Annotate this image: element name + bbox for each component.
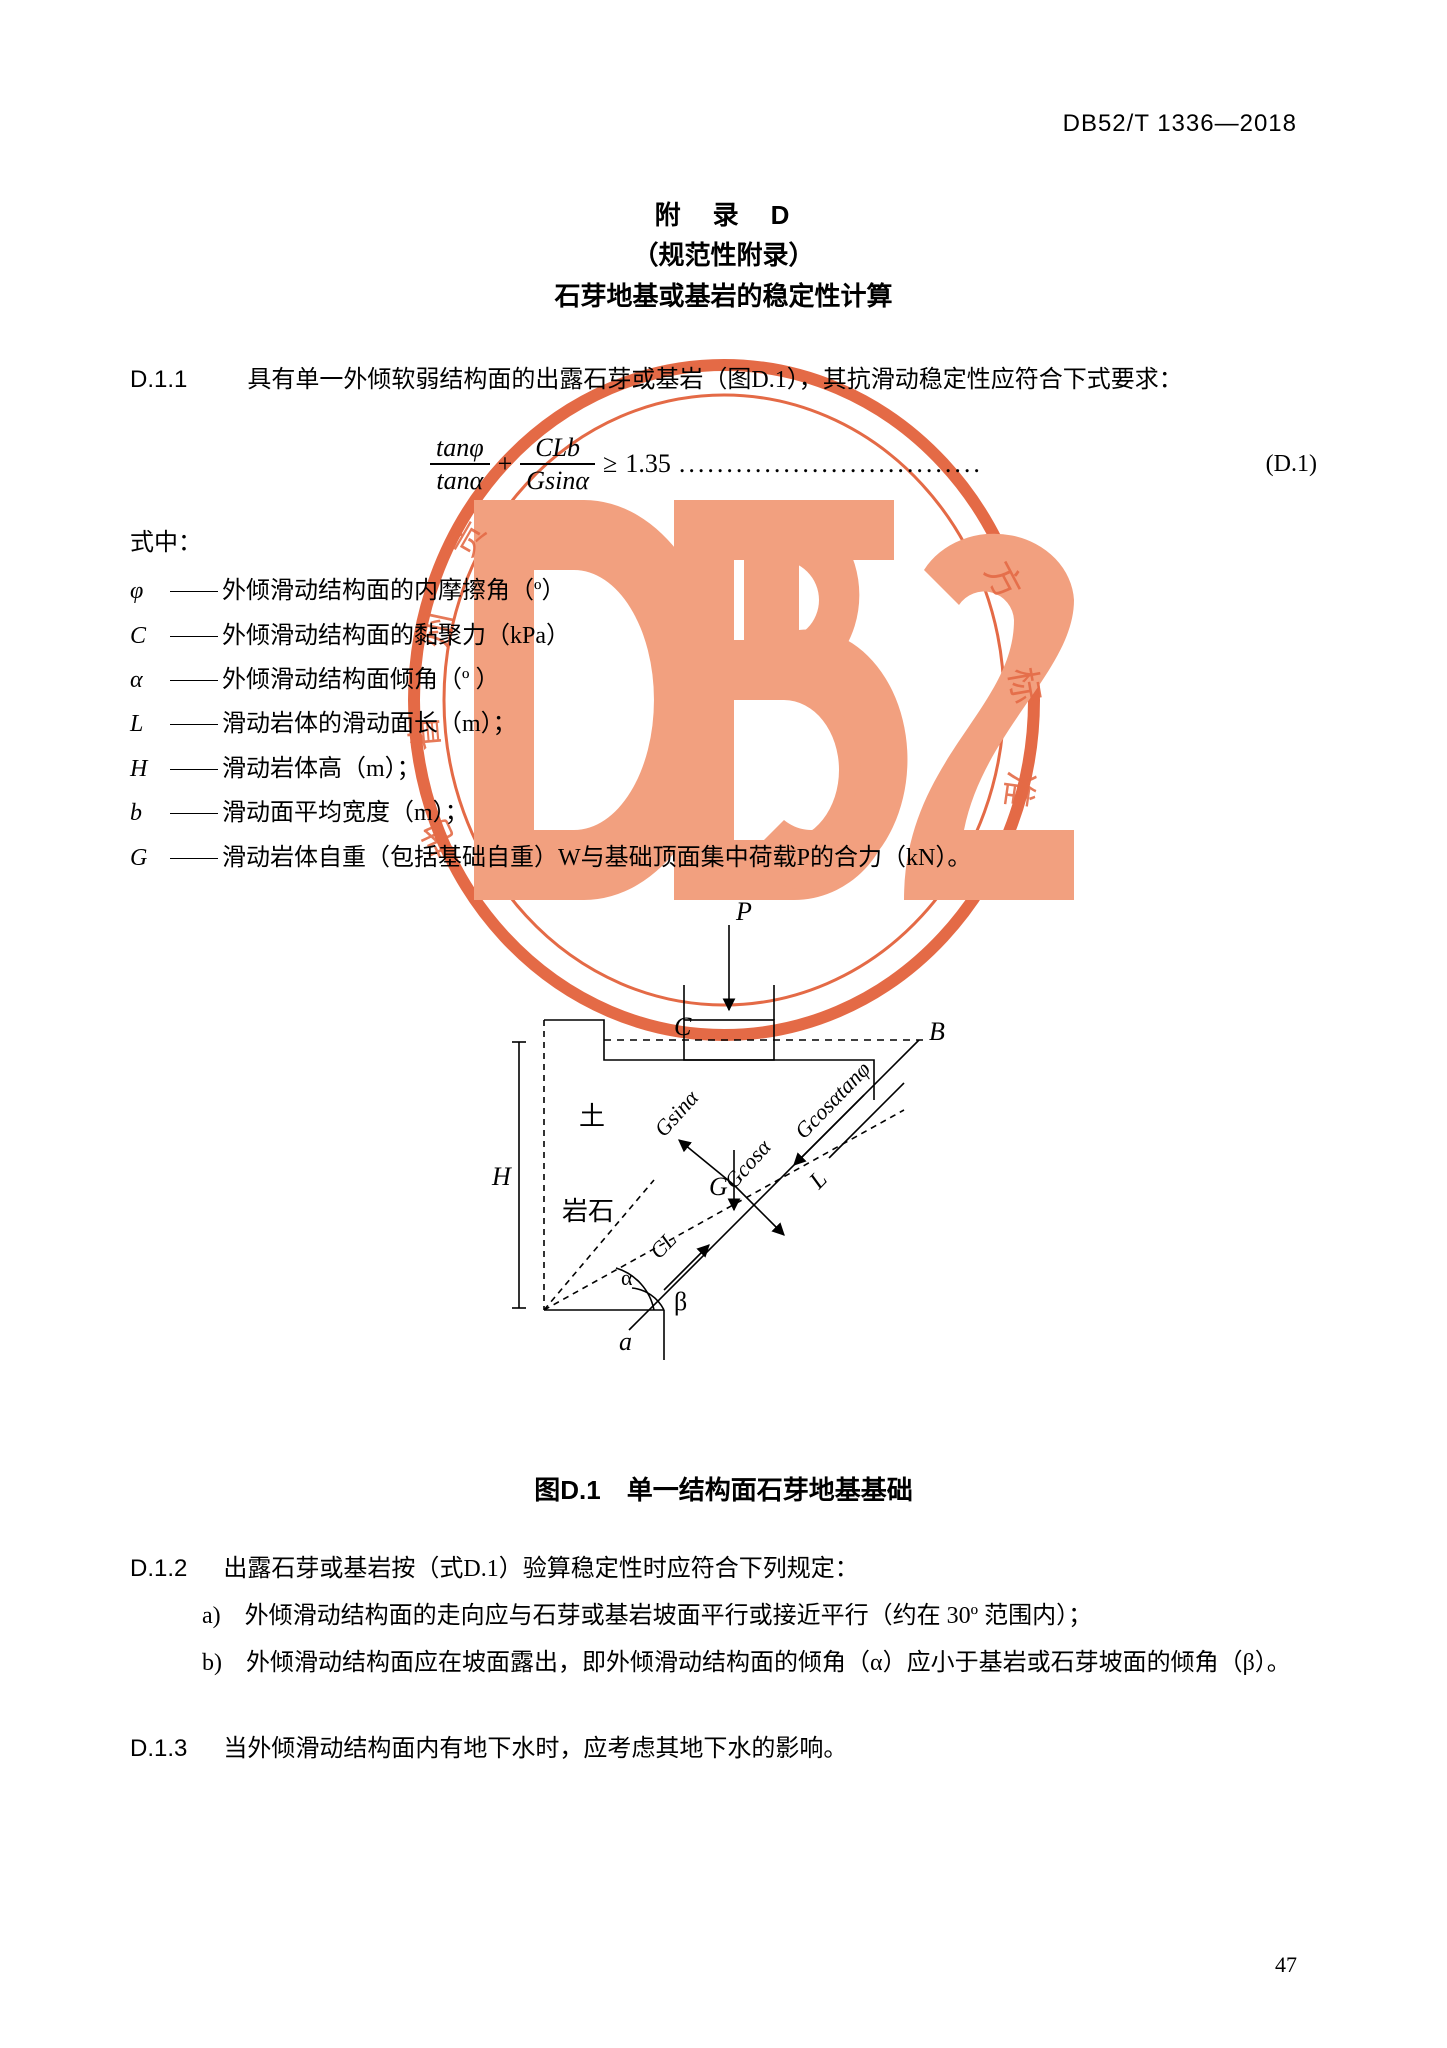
appendix-header: 附 录 D （规范性附录） 石芽地基或基岩的稳定性计算 bbox=[130, 195, 1317, 316]
frac2-den: Gsinα bbox=[520, 465, 595, 496]
def-text-1: 外倾滑动结构面的黏聚力（kPa） bbox=[222, 614, 570, 658]
def-sym-0: φ bbox=[130, 569, 170, 613]
equation-number: (D.1) bbox=[1266, 451, 1317, 478]
def-text-4: 滑动岩体高（m）； bbox=[222, 747, 421, 791]
fig-label-P: P bbox=[735, 897, 752, 926]
fig-label-Gcosa: Gcosα bbox=[719, 1134, 776, 1193]
clause-d13-text: 当外倾滑动结构面内有地下水时，应考虑其地下水的影响。 bbox=[223, 1736, 847, 1762]
fig-label-L: L bbox=[803, 1166, 832, 1194]
formula-d1: tanφ tanα + CLb Gsinα ≥ 1.35 ...........… bbox=[130, 432, 1317, 496]
fig-label-H: H bbox=[491, 1162, 512, 1191]
ge-sign: ≥ bbox=[603, 449, 617, 479]
clause-d11: D.1.1 具有单一外倾软弱结构面的出露石芽或基岩（图D.1），其抗滑动稳定性应… bbox=[130, 356, 1317, 404]
appendix-line-2: （规范性附录） bbox=[130, 235, 1317, 275]
def-sym-6: G bbox=[130, 836, 170, 880]
def-text-2: 外倾滑动结构面倾角（º ） bbox=[222, 658, 499, 702]
clause-d11-num: D.1.1 bbox=[130, 366, 187, 393]
def-text-5: 滑动面平均宽度（m）； bbox=[222, 791, 469, 835]
where-label: 式中： bbox=[130, 522, 1317, 557]
def-sym-2: α bbox=[130, 658, 170, 702]
page: DB52/T 1336—2018 贵 州 省 bbox=[0, 0, 1447, 2048]
clause-d12-b: b) 外倾滑动结构面应在坡面露出，即外倾滑动结构面的倾角（α）应小于基岩或石芽坡… bbox=[202, 1640, 1317, 1687]
appendix-line-1: 附 录 D bbox=[130, 195, 1317, 235]
def-text-0: 外倾滑动结构面的内摩擦角（º） bbox=[222, 569, 565, 613]
fig-label-alpha: α bbox=[621, 1265, 633, 1290]
def-text-6: 滑动岩体自重（包括基础自重）W与基础顶面集中荷载P的合力（kN）。 bbox=[222, 836, 971, 880]
fig-label-soil: 土 bbox=[579, 1102, 605, 1131]
def-sym-4: H bbox=[130, 747, 170, 791]
fig-label-CL: CL bbox=[644, 1227, 681, 1264]
fig-label-Gsina: Gsinα bbox=[649, 1085, 703, 1142]
document-code: DB52/T 1336—2018 bbox=[1063, 110, 1297, 138]
def-sym-3: L bbox=[130, 702, 170, 746]
clause-d12-text: 出露石芽或基岩按（式D.1）验算稳定性时应符合下列规定： bbox=[223, 1556, 858, 1582]
def-text-3: 滑动岩体的滑动面长（m）； bbox=[222, 702, 517, 746]
def-sym-5: b bbox=[130, 791, 170, 835]
clause-d13: D.1.3 当外倾滑动结构面内有地下水时，应考虑其地下水的影响。 bbox=[130, 1725, 1317, 1773]
def-sym-1: C bbox=[130, 614, 170, 658]
fig-label-C: C bbox=[674, 1012, 692, 1041]
clause-d13-num: D.1.3 bbox=[130, 1735, 187, 1762]
leader-dots: ................................ bbox=[679, 449, 1258, 479]
page-number: 47 bbox=[1275, 1952, 1297, 1978]
clause-d12-a: a) 外倾滑动结构面的走向应与石芽或基岩坡面平行或接近平行（约在 30º 范围内… bbox=[202, 1593, 1317, 1640]
clause-d11-text: 具有单一外倾软弱结构面的出露石芽或基岩（图D.1），其抗滑动稳定性应符合下式要求… bbox=[247, 367, 1182, 393]
fig-label-B: B bbox=[929, 1017, 945, 1046]
plus-sign: + bbox=[498, 449, 513, 479]
fig-label-Gtan: Gcosαtanφ bbox=[789, 1056, 874, 1143]
clause-d12-num: D.1.2 bbox=[130, 1555, 187, 1582]
appendix-line-3: 石芽地基或基岩的稳定性计算 bbox=[130, 276, 1317, 316]
figure-caption: 图D.1 单一结构面石芽地基基础 bbox=[130, 1470, 1317, 1507]
symbol-definitions: φ 外倾滑动结构面的内摩擦角（º） C 外倾滑动结构面的黏聚力（kPa） α 外倾滑动… bbox=[130, 569, 1317, 880]
clause-d12: D.1.2 出露石芽或基岩按（式D.1）验算稳定性时应符合下列规定： bbox=[130, 1545, 1317, 1593]
rhs-value: 1.35 bbox=[625, 449, 671, 479]
fig-label-a: a bbox=[619, 1327, 632, 1356]
frac2-num: CLb bbox=[529, 432, 586, 463]
frac1-den: tanα bbox=[430, 465, 489, 496]
fig-label-rock: 岩石 bbox=[562, 1197, 614, 1226]
frac1-num: tanφ bbox=[430, 432, 490, 463]
figure-d1: P C B H G a β α Gsinα Gcosα Gcosαtanφ L … bbox=[130, 890, 1317, 1410]
fig-label-beta: β bbox=[674, 1287, 687, 1316]
